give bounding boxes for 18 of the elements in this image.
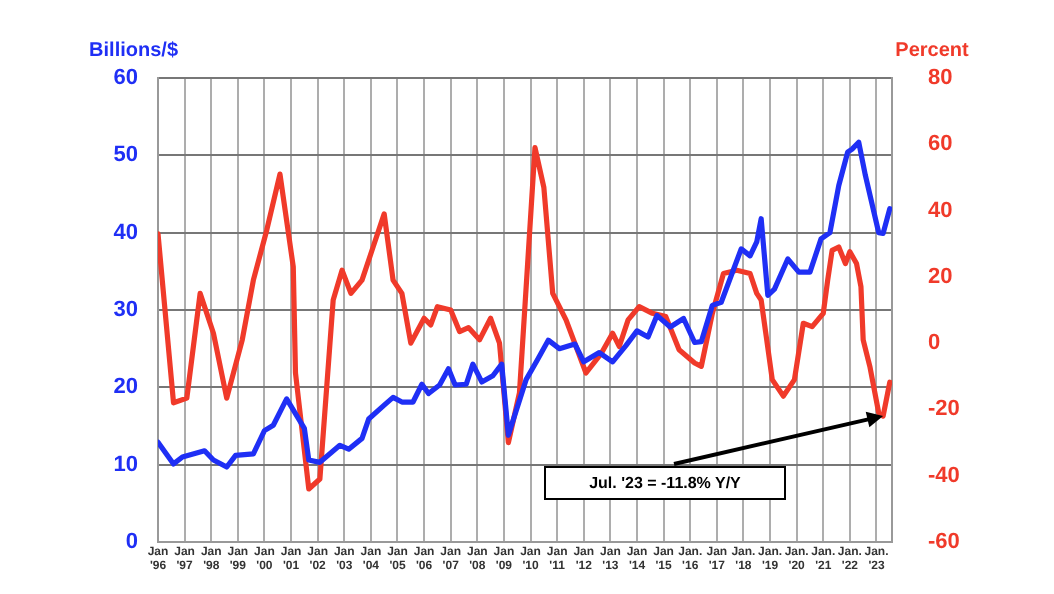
y-tick-label: 40 — [113, 220, 138, 245]
y-tick-label: 0 — [125, 530, 138, 555]
y-tick-label: 20 — [113, 375, 138, 400]
y2-tick-label: 60 — [928, 132, 953, 157]
y-tick-label: 10 — [113, 452, 138, 477]
y-axis-title: Billions/$ — [89, 39, 179, 62]
y-tick-label: 60 — [113, 66, 138, 91]
y2-tick-label: 20 — [928, 264, 953, 289]
y2-tick-label: 80 — [928, 66, 953, 91]
y2-tick-label: 40 — [928, 198, 953, 223]
y2-tick-label: 0 — [928, 331, 941, 356]
y2-axis-title: Percent — [895, 39, 971, 62]
y2-tick-label: -40 — [928, 463, 960, 488]
y-tick-label: 50 — [113, 143, 138, 168]
y2-tick-label: -60 — [928, 530, 960, 555]
y2-tick-label: -20 — [928, 397, 960, 422]
callout-box: Jul. '23 = -11.8% Y/Y — [544, 466, 786, 500]
y-tick-label: 30 — [113, 298, 138, 323]
